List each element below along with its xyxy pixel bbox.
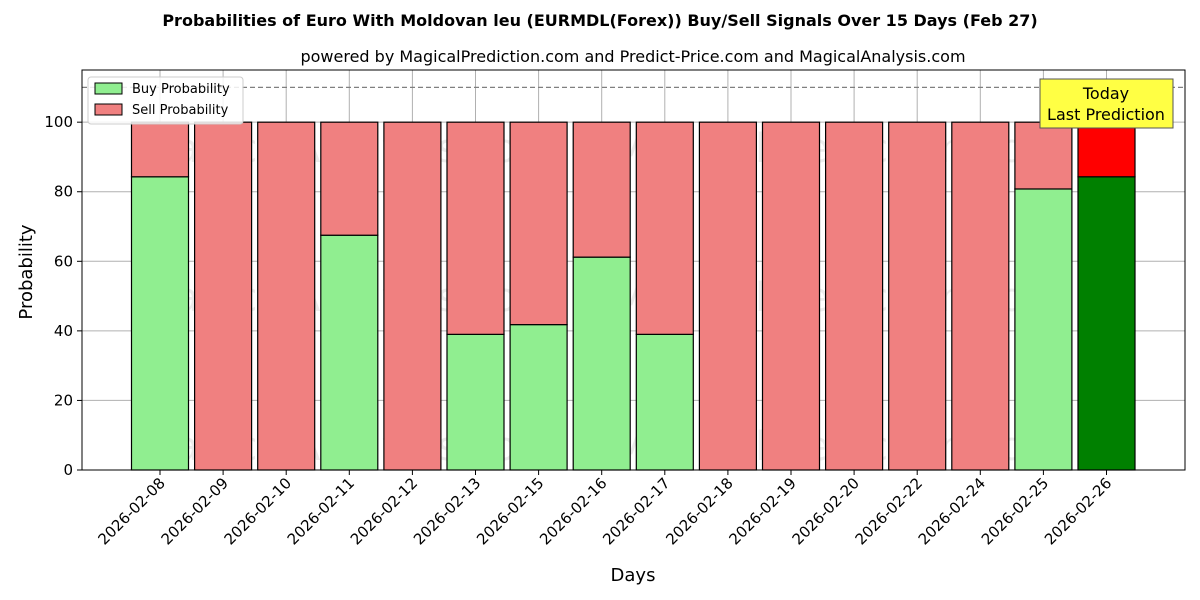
- buy-bar: [446, 333, 505, 471]
- x-tick-label: 2026-02-08: [94, 474, 168, 548]
- y-tick-label: 20: [54, 391, 73, 409]
- sell-bar: [446, 121, 505, 335]
- x-tick-label: 2026-02-09: [158, 474, 232, 548]
- legend-label: Sell Probability: [132, 103, 229, 118]
- x-tick-label: 2026-02-16: [536, 474, 610, 548]
- sell-bar: [824, 121, 884, 471]
- chart-subtitle: powered by MagicalPrediction.com and Pre…: [300, 47, 965, 66]
- x-tick-label: 2026-02-17: [599, 474, 673, 548]
- y-tick-label: 80: [54, 183, 73, 201]
- sell-bar: [257, 121, 316, 471]
- sell-bar: [130, 121, 190, 178]
- sell-bar: [698, 121, 758, 471]
- x-tick-label: 2026-02-10: [221, 474, 295, 548]
- legend-swatch: [94, 82, 123, 95]
- today-annotation-line2: Last Prediction: [1047, 105, 1165, 124]
- chart-title: Probabilities of Euro With Moldovan leu …: [162, 11, 1037, 30]
- buy-bar: [1014, 188, 1073, 471]
- sell-bar: [888, 121, 947, 471]
- x-tick-label: 2026-02-19: [725, 474, 799, 548]
- y-tick-label: 60: [54, 252, 73, 270]
- sell-bar: [1077, 121, 1136, 178]
- sell-bar: [572, 121, 631, 258]
- x-tick-label: 2026-02-20: [789, 474, 863, 548]
- buy-bar: [635, 333, 694, 471]
- x-tick-label: 2026-02-15: [473, 474, 547, 548]
- buy-bar: [1077, 176, 1136, 471]
- x-tick-label: 2026-02-11: [284, 474, 358, 548]
- buy-bar: [572, 256, 631, 471]
- x-tick-label: 2026-02-22: [852, 474, 926, 548]
- x-tick-label: 2026-02-12: [347, 474, 421, 548]
- y-axis-label: Probability: [16, 224, 37, 319]
- sell-bar: [194, 121, 253, 471]
- plot-area: MagicalAnalysis.comMagicalPrediction.com…: [44, 69, 1186, 548]
- y-tick-label: 40: [54, 322, 73, 340]
- sell-bar: [383, 121, 442, 471]
- sell-bar: [320, 121, 379, 236]
- sell-bar: [951, 121, 1010, 471]
- sell-bar: [509, 121, 568, 326]
- legend-box: [87, 76, 244, 125]
- x-tick-label: 2026-02-24: [915, 474, 989, 548]
- x-tick-label: 2026-02-25: [978, 474, 1052, 548]
- today-annotation-line1: Today: [1082, 84, 1129, 103]
- buy-bar: [320, 234, 379, 471]
- legend-label: Buy Probability: [132, 82, 230, 97]
- axes-frame: [81, 69, 1186, 471]
- sell-bar: [1014, 121, 1073, 190]
- y-tick-label: 0: [63, 461, 73, 479]
- legend-swatch: [94, 103, 123, 116]
- sell-bar: [761, 121, 821, 471]
- x-tick-label: 2026-02-13: [410, 474, 484, 548]
- sell-bar: [635, 121, 694, 335]
- today-annotation-box: [1039, 78, 1174, 129]
- x-axis-label: Days: [611, 565, 656, 586]
- x-tick-label: 2026-02-18: [662, 474, 736, 548]
- y-tick-label: 100: [44, 113, 73, 131]
- buy-bar: [509, 324, 568, 471]
- buy-bar: [130, 176, 190, 471]
- x-tick-label: 2026-02-26: [1041, 474, 1115, 548]
